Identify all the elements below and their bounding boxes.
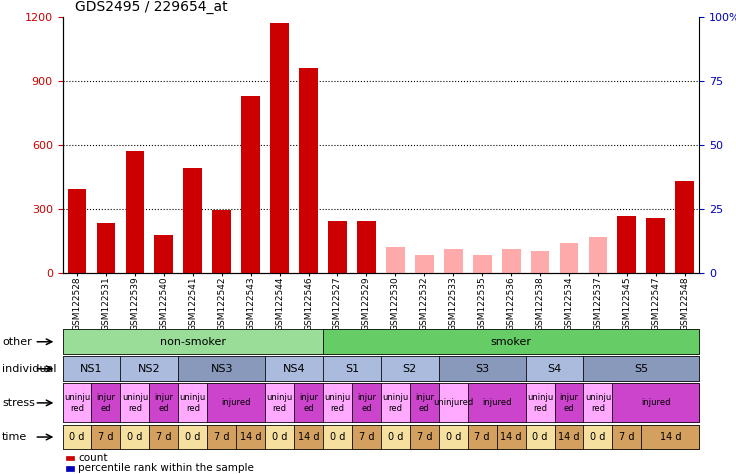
Text: percentile rank within the sample: percentile rank within the sample: [78, 463, 254, 474]
Text: individual: individual: [2, 364, 57, 374]
Text: uninjured: uninjured: [433, 399, 473, 407]
Text: uninju
red: uninju red: [585, 393, 611, 412]
Text: 0 d: 0 d: [445, 432, 461, 442]
Text: 14 d: 14 d: [659, 432, 681, 442]
Text: uninju
red: uninju red: [325, 393, 350, 412]
Text: uninju
red: uninju red: [527, 393, 553, 412]
Text: 0 d: 0 d: [69, 432, 85, 442]
Bar: [473, 255, 492, 273]
Bar: [357, 221, 376, 273]
Text: 0 d: 0 d: [272, 432, 287, 442]
Text: injur
ed: injur ed: [415, 393, 434, 412]
Text: non-smoker: non-smoker: [160, 337, 226, 347]
Text: S5: S5: [634, 364, 648, 374]
Text: 14 d: 14 d: [298, 432, 319, 442]
Text: 14 d: 14 d: [240, 432, 261, 442]
Text: uninju
red: uninju red: [121, 393, 148, 412]
Text: 0 d: 0 d: [388, 432, 403, 442]
Text: NS4: NS4: [283, 364, 305, 374]
Text: injured: injured: [222, 399, 251, 407]
Text: S1: S1: [345, 364, 359, 374]
Text: 0 d: 0 d: [330, 432, 345, 442]
Text: uninju
red: uninju red: [266, 393, 293, 412]
Bar: [183, 168, 202, 273]
Bar: [270, 23, 289, 273]
Bar: [589, 237, 607, 273]
Bar: [502, 249, 520, 273]
Bar: [444, 249, 463, 273]
Text: GDS2495 / 229654_at: GDS2495 / 229654_at: [75, 0, 228, 14]
Text: NS2: NS2: [138, 364, 160, 374]
Text: 7 d: 7 d: [475, 432, 490, 442]
Bar: [618, 216, 636, 273]
Text: injur
ed: injur ed: [299, 393, 318, 412]
Text: 0 d: 0 d: [185, 432, 200, 442]
Text: uninju
red: uninju red: [180, 393, 206, 412]
Text: injured: injured: [641, 399, 670, 407]
Text: 7 d: 7 d: [619, 432, 634, 442]
Bar: [386, 247, 405, 273]
Bar: [328, 221, 347, 273]
Bar: [676, 181, 694, 273]
Text: 0 d: 0 d: [127, 432, 143, 442]
Text: NS1: NS1: [80, 364, 103, 374]
Text: 7 d: 7 d: [358, 432, 374, 442]
Bar: [299, 68, 318, 273]
Text: 7 d: 7 d: [98, 432, 114, 442]
Text: 14 d: 14 d: [500, 432, 522, 442]
Text: 0 d: 0 d: [532, 432, 548, 442]
Text: S4: S4: [548, 364, 562, 374]
Bar: [155, 235, 173, 273]
Bar: [212, 210, 231, 273]
Text: uninju
red: uninju red: [382, 393, 408, 412]
Text: injur
ed: injur ed: [357, 393, 376, 412]
Text: NS3: NS3: [210, 364, 233, 374]
Bar: [415, 255, 434, 273]
Text: time: time: [2, 432, 27, 442]
Bar: [126, 151, 144, 273]
Text: S2: S2: [403, 364, 417, 374]
Text: 14 d: 14 d: [558, 432, 580, 442]
Text: uninju
red: uninju red: [64, 393, 90, 412]
Text: other: other: [2, 337, 32, 347]
Text: injur
ed: injur ed: [155, 393, 174, 412]
Text: stress: stress: [2, 398, 35, 408]
Text: S3: S3: [475, 364, 489, 374]
Bar: [531, 251, 550, 273]
Text: count: count: [78, 453, 107, 463]
Bar: [68, 190, 86, 273]
Bar: [96, 224, 116, 273]
Text: smoker: smoker: [491, 337, 531, 347]
Text: 7 d: 7 d: [214, 432, 230, 442]
Bar: [241, 96, 260, 273]
Text: injur
ed: injur ed: [96, 393, 116, 412]
Bar: [559, 243, 578, 273]
Text: injur
ed: injur ed: [559, 393, 578, 412]
Text: 0 d: 0 d: [590, 432, 606, 442]
Bar: [646, 218, 665, 273]
Text: 7 d: 7 d: [156, 432, 171, 442]
Text: 7 d: 7 d: [417, 432, 432, 442]
Text: injured: injured: [482, 399, 512, 407]
